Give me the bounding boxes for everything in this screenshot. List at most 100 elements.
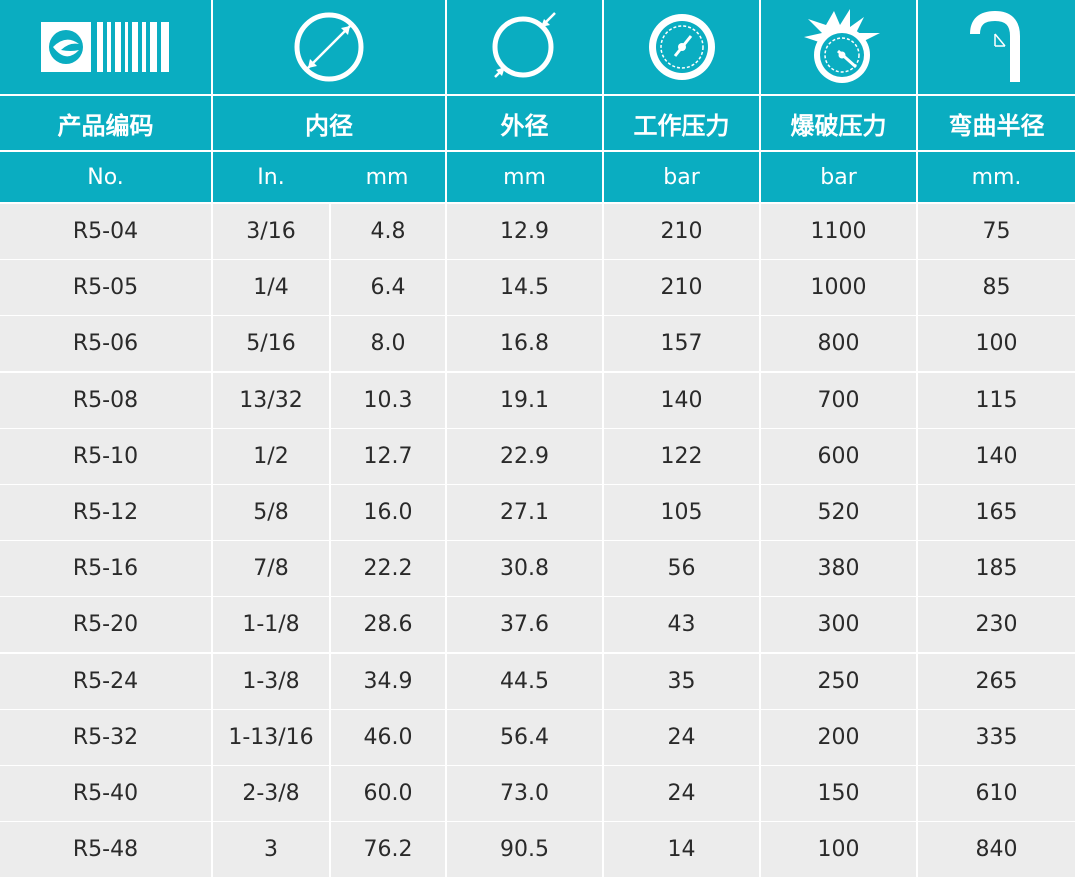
cell-inner-mm: 8.0 <box>329 316 445 372</box>
cell-bend-radius: 75 <box>918 204 1075 259</box>
header-outer-diameter: 外径 <box>447 96 602 150</box>
table-row: R5-24 1-3/8 34.9 44.5 35 250 265 <box>0 653 1075 709</box>
unit-inner-group: In. mm <box>213 152 445 202</box>
cell-inner-in: 5/16 <box>246 331 296 357</box>
cell-bend-radius: 115 <box>918 372 1075 428</box>
cell-working-pressure: 56 <box>604 541 759 597</box>
cell-working-pressure: 24 <box>604 766 759 821</box>
burst-pressure-gauge-icon <box>761 0 916 94</box>
cell-bend-radius: 610 <box>918 766 1075 821</box>
cell-product-code: R5-24 <box>0 653 211 709</box>
cell-inner-diameter: 2-3/8 60.0 <box>213 766 445 821</box>
unit-burst: bar <box>761 152 916 202</box>
cell-burst-pressure: 700 <box>761 372 916 428</box>
cell-burst-pressure: 800 <box>761 316 916 372</box>
cell-inner-in: 5/8 <box>253 500 289 525</box>
cell-working-pressure: 24 <box>604 709 759 765</box>
cell-outer-diameter: 12.9 <box>447 204 602 259</box>
cell-inner-mm: 46.0 <box>329 709 445 765</box>
cell-bend-radius: 85 <box>918 260 1075 316</box>
cell-inner-diameter: 13/32 10.3 <box>213 372 445 428</box>
header-title-row: 产品编码 内径 外径 工作压力 爆破压力 弯曲半径 <box>0 96 1075 150</box>
icon-row <box>0 0 1075 94</box>
cell-product-code: R5-12 <box>0 485 211 540</box>
cell-outer-diameter: 27.1 <box>447 485 602 540</box>
cell-outer-diameter: 14.5 <box>447 260 602 316</box>
cell-product-code: R5-10 <box>0 428 211 484</box>
header-unit-row: No. In. mm mm bar bar mm. <box>0 152 1075 202</box>
cell-working-pressure: 43 <box>604 597 759 653</box>
cell-working-pressure: 122 <box>604 428 759 484</box>
cell-product-code: R5-05 <box>0 260 211 316</box>
cell-inner-mm: 28.6 <box>329 597 445 653</box>
cell-inner-in: 3/16 <box>246 219 296 244</box>
cell-product-code: R5-08 <box>0 372 211 428</box>
cell-inner-in: 13/32 <box>239 387 303 413</box>
cell-inner-in: 1-1/8 <box>242 612 300 638</box>
cell-bend-radius: 140 <box>918 428 1075 484</box>
cell-outer-diameter: 30.8 <box>447 541 602 597</box>
table-row: R5-10 1/2 12.7 22.9 122 600 140 <box>0 428 1075 484</box>
cell-inner-mm: 16.0 <box>329 485 445 540</box>
table-row: R5-20 1-1/8 28.6 37.6 43 300 230 <box>0 597 1075 653</box>
cell-product-code: R5-20 <box>0 597 211 653</box>
outer-diameter-icon <box>447 0 602 94</box>
cell-burst-pressure: 150 <box>761 766 916 821</box>
cell-working-pressure: 210 <box>604 204 759 259</box>
cell-burst-pressure: 1000 <box>761 260 916 316</box>
table-row: R5-12 5/8 16.0 27.1 105 520 165 <box>0 485 1075 540</box>
inner-diameter-icon <box>213 0 445 94</box>
cell-inner-in: 1/2 <box>253 443 289 469</box>
unit-code: No. <box>0 152 211 202</box>
table-row: R5-04 3/16 4.8 12.9 210 1100 75 <box>0 204 1075 259</box>
cell-burst-pressure: 300 <box>761 597 916 653</box>
cell-inner-diameter: 5/8 16.0 <box>213 485 445 540</box>
cell-outer-diameter: 90.5 <box>447 822 602 877</box>
cell-burst-pressure: 600 <box>761 428 916 484</box>
unit-outer: mm <box>447 152 602 202</box>
header-burst-pressure: 爆破压力 <box>761 96 916 150</box>
cell-outer-diameter: 44.5 <box>447 653 602 709</box>
table-row: R5-32 1-13/16 46.0 56.4 24 200 335 <box>0 709 1075 765</box>
header-inner-diameter: 内径 <box>213 96 445 150</box>
unit-working: bar <box>604 152 759 202</box>
cell-inner-mm: 76.2 <box>329 822 445 877</box>
unit-bend: mm. <box>918 152 1075 202</box>
table-row: R5-05 1/4 6.4 14.5 210 1000 85 <box>0 260 1075 316</box>
cell-bend-radius: 185 <box>918 541 1075 597</box>
table-row: R5-08 13/32 10.3 19.1 140 700 115 <box>0 372 1075 428</box>
bend-radius-icon <box>918 0 1075 94</box>
cell-inner-mm: 34.9 <box>329 653 445 709</box>
cell-inner-diameter: 3 76.2 <box>213 822 445 877</box>
cell-inner-mm: 22.2 <box>329 541 445 597</box>
cell-inner-diameter: 5/16 8.0 <box>213 316 445 372</box>
brand-logo-icon <box>0 0 211 94</box>
cell-working-pressure: 35 <box>604 653 759 709</box>
cell-inner-in: 3 <box>264 837 278 863</box>
table-row: R5-48 3 76.2 90.5 14 100 840 <box>0 822 1075 877</box>
cell-burst-pressure: 200 <box>761 709 916 765</box>
cell-burst-pressure: 250 <box>761 653 916 709</box>
header-working-pressure: 工作压力 <box>604 96 759 150</box>
cell-working-pressure: 105 <box>604 485 759 540</box>
cell-inner-mm: 6.4 <box>329 260 445 316</box>
cell-inner-diameter: 7/8 22.2 <box>213 541 445 597</box>
cell-inner-diameter: 1-3/8 34.9 <box>213 653 445 709</box>
cell-product-code: R5-06 <box>0 316 211 372</box>
unit-inner-in: In. <box>257 164 285 190</box>
cell-product-code: R5-48 <box>0 822 211 877</box>
header-bend-radius: 弯曲半径 <box>918 96 1075 150</box>
unit-inner-mm: mm <box>365 164 409 190</box>
cell-inner-diameter: 1/4 6.4 <box>213 260 445 316</box>
cell-outer-diameter: 19.1 <box>447 372 602 428</box>
cell-working-pressure: 14 <box>604 822 759 877</box>
cell-bend-radius: 840 <box>918 822 1075 877</box>
cell-bend-radius: 230 <box>918 597 1075 653</box>
cell-outer-diameter: 56.4 <box>447 709 602 765</box>
cell-product-code: R5-32 <box>0 709 211 765</box>
cell-inner-mm: 60.0 <box>329 766 445 821</box>
cell-product-code: R5-16 <box>0 541 211 597</box>
cell-inner-diameter: 1-13/16 46.0 <box>213 709 445 765</box>
table-row: R5-06 5/16 8.0 16.8 157 800 100 <box>0 316 1075 372</box>
